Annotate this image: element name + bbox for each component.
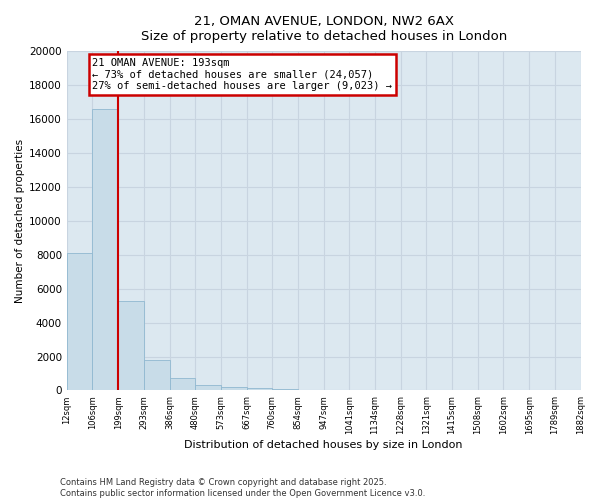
Bar	[221, 387, 247, 390]
Bar	[118, 300, 144, 390]
Bar	[272, 389, 298, 390]
Text: 21 OMAN AVENUE: 193sqm
← 73% of detached houses are smaller (24,057)
27% of semi: 21 OMAN AVENUE: 193sqm ← 73% of detached…	[92, 58, 392, 91]
Text: Contains HM Land Registry data © Crown copyright and database right 2025.
Contai: Contains HM Land Registry data © Crown c…	[60, 478, 425, 498]
Bar	[247, 388, 272, 390]
Bar	[67, 253, 92, 390]
Bar	[195, 384, 221, 390]
Bar	[144, 360, 170, 390]
X-axis label: Distribution of detached houses by size in London: Distribution of detached houses by size …	[184, 440, 463, 450]
Bar	[170, 378, 195, 390]
Title: 21, OMAN AVENUE, LONDON, NW2 6AX
Size of property relative to detached houses in: 21, OMAN AVENUE, LONDON, NW2 6AX Size of…	[140, 15, 507, 43]
Bar	[92, 109, 118, 390]
Y-axis label: Number of detached properties: Number of detached properties	[15, 138, 25, 303]
